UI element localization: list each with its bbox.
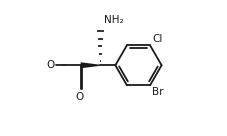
Text: O: O bbox=[76, 92, 84, 102]
Text: Cl: Cl bbox=[151, 34, 162, 44]
Polygon shape bbox=[80, 62, 100, 68]
Text: O: O bbox=[46, 60, 55, 70]
Text: Br: Br bbox=[151, 87, 163, 97]
Text: NH₂: NH₂ bbox=[103, 15, 123, 25]
